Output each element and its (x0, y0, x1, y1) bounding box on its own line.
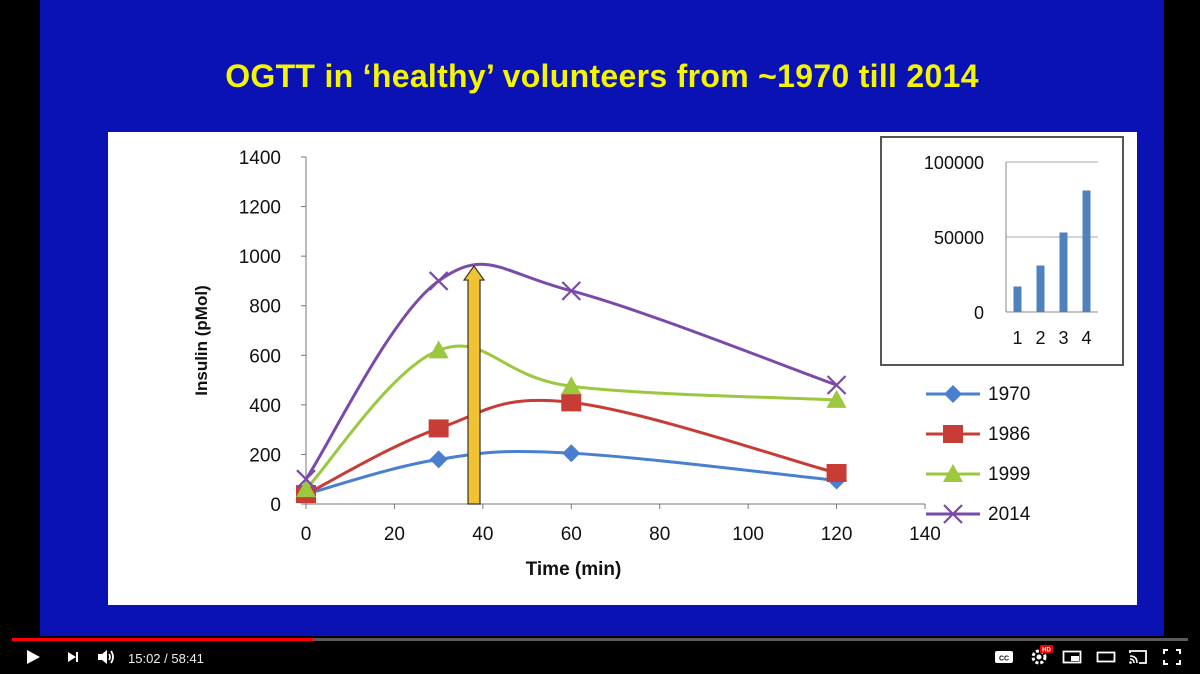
legend-label: 2014 (988, 504, 1031, 525)
inset-bar (1059, 232, 1068, 312)
hd-badge: HD (1042, 648, 1051, 654)
video-player-controls: 15:02 / 58:41 CC HD (0, 634, 1200, 674)
inset-x-tick-label: 3 (1058, 328, 1068, 348)
point-1986 (561, 393, 582, 412)
legend-swatch-1999 (926, 464, 980, 482)
inset-y-tick-label: 100000 (924, 153, 984, 173)
captions-icon[interactable]: CC (994, 648, 1014, 666)
theater-mode-icon[interactable] (1096, 648, 1116, 666)
inset-bar-chart: 0 50000 100000 1 2 3 4 (924, 153, 1098, 348)
legend-swatch-2014 (926, 504, 980, 524)
chart-legend: 1970 1986 1999 2014 (924, 380, 1124, 540)
x-axis-title: Time (min) (526, 559, 622, 580)
point-2014 (428, 271, 449, 291)
cast-icon[interactable] (1128, 648, 1148, 666)
y-tick-label: 400 (249, 396, 281, 417)
legend-label: 1999 (988, 464, 1031, 485)
legend-label: 1986 (988, 424, 1031, 445)
x-tick-label: 40 (472, 524, 493, 545)
x-tick-label: 100 (732, 524, 764, 545)
highlight-arrow (462, 265, 486, 505)
y-tick-label: 200 (249, 445, 281, 466)
legend-item-2014: 2014 (924, 500, 1124, 540)
series-line-1999 (304, 344, 837, 491)
fullscreen-icon[interactable] (1162, 648, 1182, 666)
point-1970 (429, 450, 448, 469)
series-line-2014 (304, 262, 838, 481)
svg-text:CC: CC (999, 656, 1009, 663)
point-1986 (826, 464, 847, 483)
x-tick-label: 80 (649, 524, 670, 545)
series-line-1986 (305, 398, 837, 496)
y-axis-title: Insulin (pMol) (192, 285, 211, 395)
inset-bar (1013, 286, 1022, 312)
chart-panel: 0 200 400 600 800 1000 1200 1400 0 20 40 60 80 100 120… (108, 132, 1137, 605)
point-1970 (562, 444, 581, 463)
inset-y-tick-label: 0 (974, 303, 984, 323)
progress-played (12, 638, 314, 641)
x-tick-label: 120 (821, 524, 853, 545)
play-icon[interactable] (24, 648, 42, 666)
y-tick-label: 1400 (239, 148, 281, 169)
volume-icon[interactable] (96, 648, 116, 666)
point-1999 (428, 340, 449, 359)
inset-bar (1036, 265, 1045, 312)
settings-gear-icon[interactable]: HD (1028, 644, 1054, 668)
y-tick-label: 800 (249, 297, 281, 318)
point-2014 (561, 281, 582, 301)
inset-x-tick-label: 2 (1035, 328, 1045, 348)
x-tick-label: 0 (301, 524, 312, 545)
slide-title: OGTT in ‘healthy’ volunteers from ~1970 … (225, 58, 979, 94)
legend-item-1999: 1999 (924, 460, 1124, 500)
time-display: 15:02 / 58:41 (128, 651, 204, 666)
inset-x-tick-label: 1 (1012, 328, 1022, 348)
series-line-1970 (305, 449, 837, 496)
point-1986 (428, 419, 449, 438)
next-icon[interactable] (64, 648, 82, 666)
y-tick-label: 1200 (239, 198, 281, 219)
point-1999 (561, 376, 582, 395)
legend-item-1970: 1970 (924, 380, 1124, 420)
inset-x-tick-label: 4 (1081, 328, 1091, 348)
point-1999 (296, 479, 316, 498)
miniplayer-icon[interactable] (1062, 648, 1082, 666)
progress-bar[interactable] (12, 638, 1188, 641)
x-tick-label: 20 (384, 524, 405, 545)
slide: OGTT in ‘healthy’ volunteers from ~1970 … (40, 0, 1164, 636)
legend-swatch-1986 (926, 425, 980, 443)
legend-item-1986: 1986 (924, 420, 1124, 460)
inset-y-tick-label: 50000 (934, 228, 984, 248)
x-tick-label: 60 (561, 524, 582, 545)
y-tick-label: 0 (270, 495, 281, 516)
point-2014 (296, 469, 316, 489)
legend-swatch-1970 (926, 385, 980, 403)
point-1999 (826, 389, 847, 408)
point-2014 (826, 375, 847, 395)
x-tick-label: 140 (909, 524, 941, 545)
legend-label: 1970 (988, 384, 1031, 405)
insulin-line-chart: 0 200 400 600 800 1000 1200 1400 0 20 40 60 80 100 120… (192, 148, 941, 580)
inset-bar-chart-frame: 0 50000 100000 1 2 3 4 (880, 136, 1124, 366)
inset-bar (1082, 190, 1091, 312)
y-tick-label: 600 (249, 346, 281, 367)
y-tick-label: 1000 (239, 247, 281, 268)
